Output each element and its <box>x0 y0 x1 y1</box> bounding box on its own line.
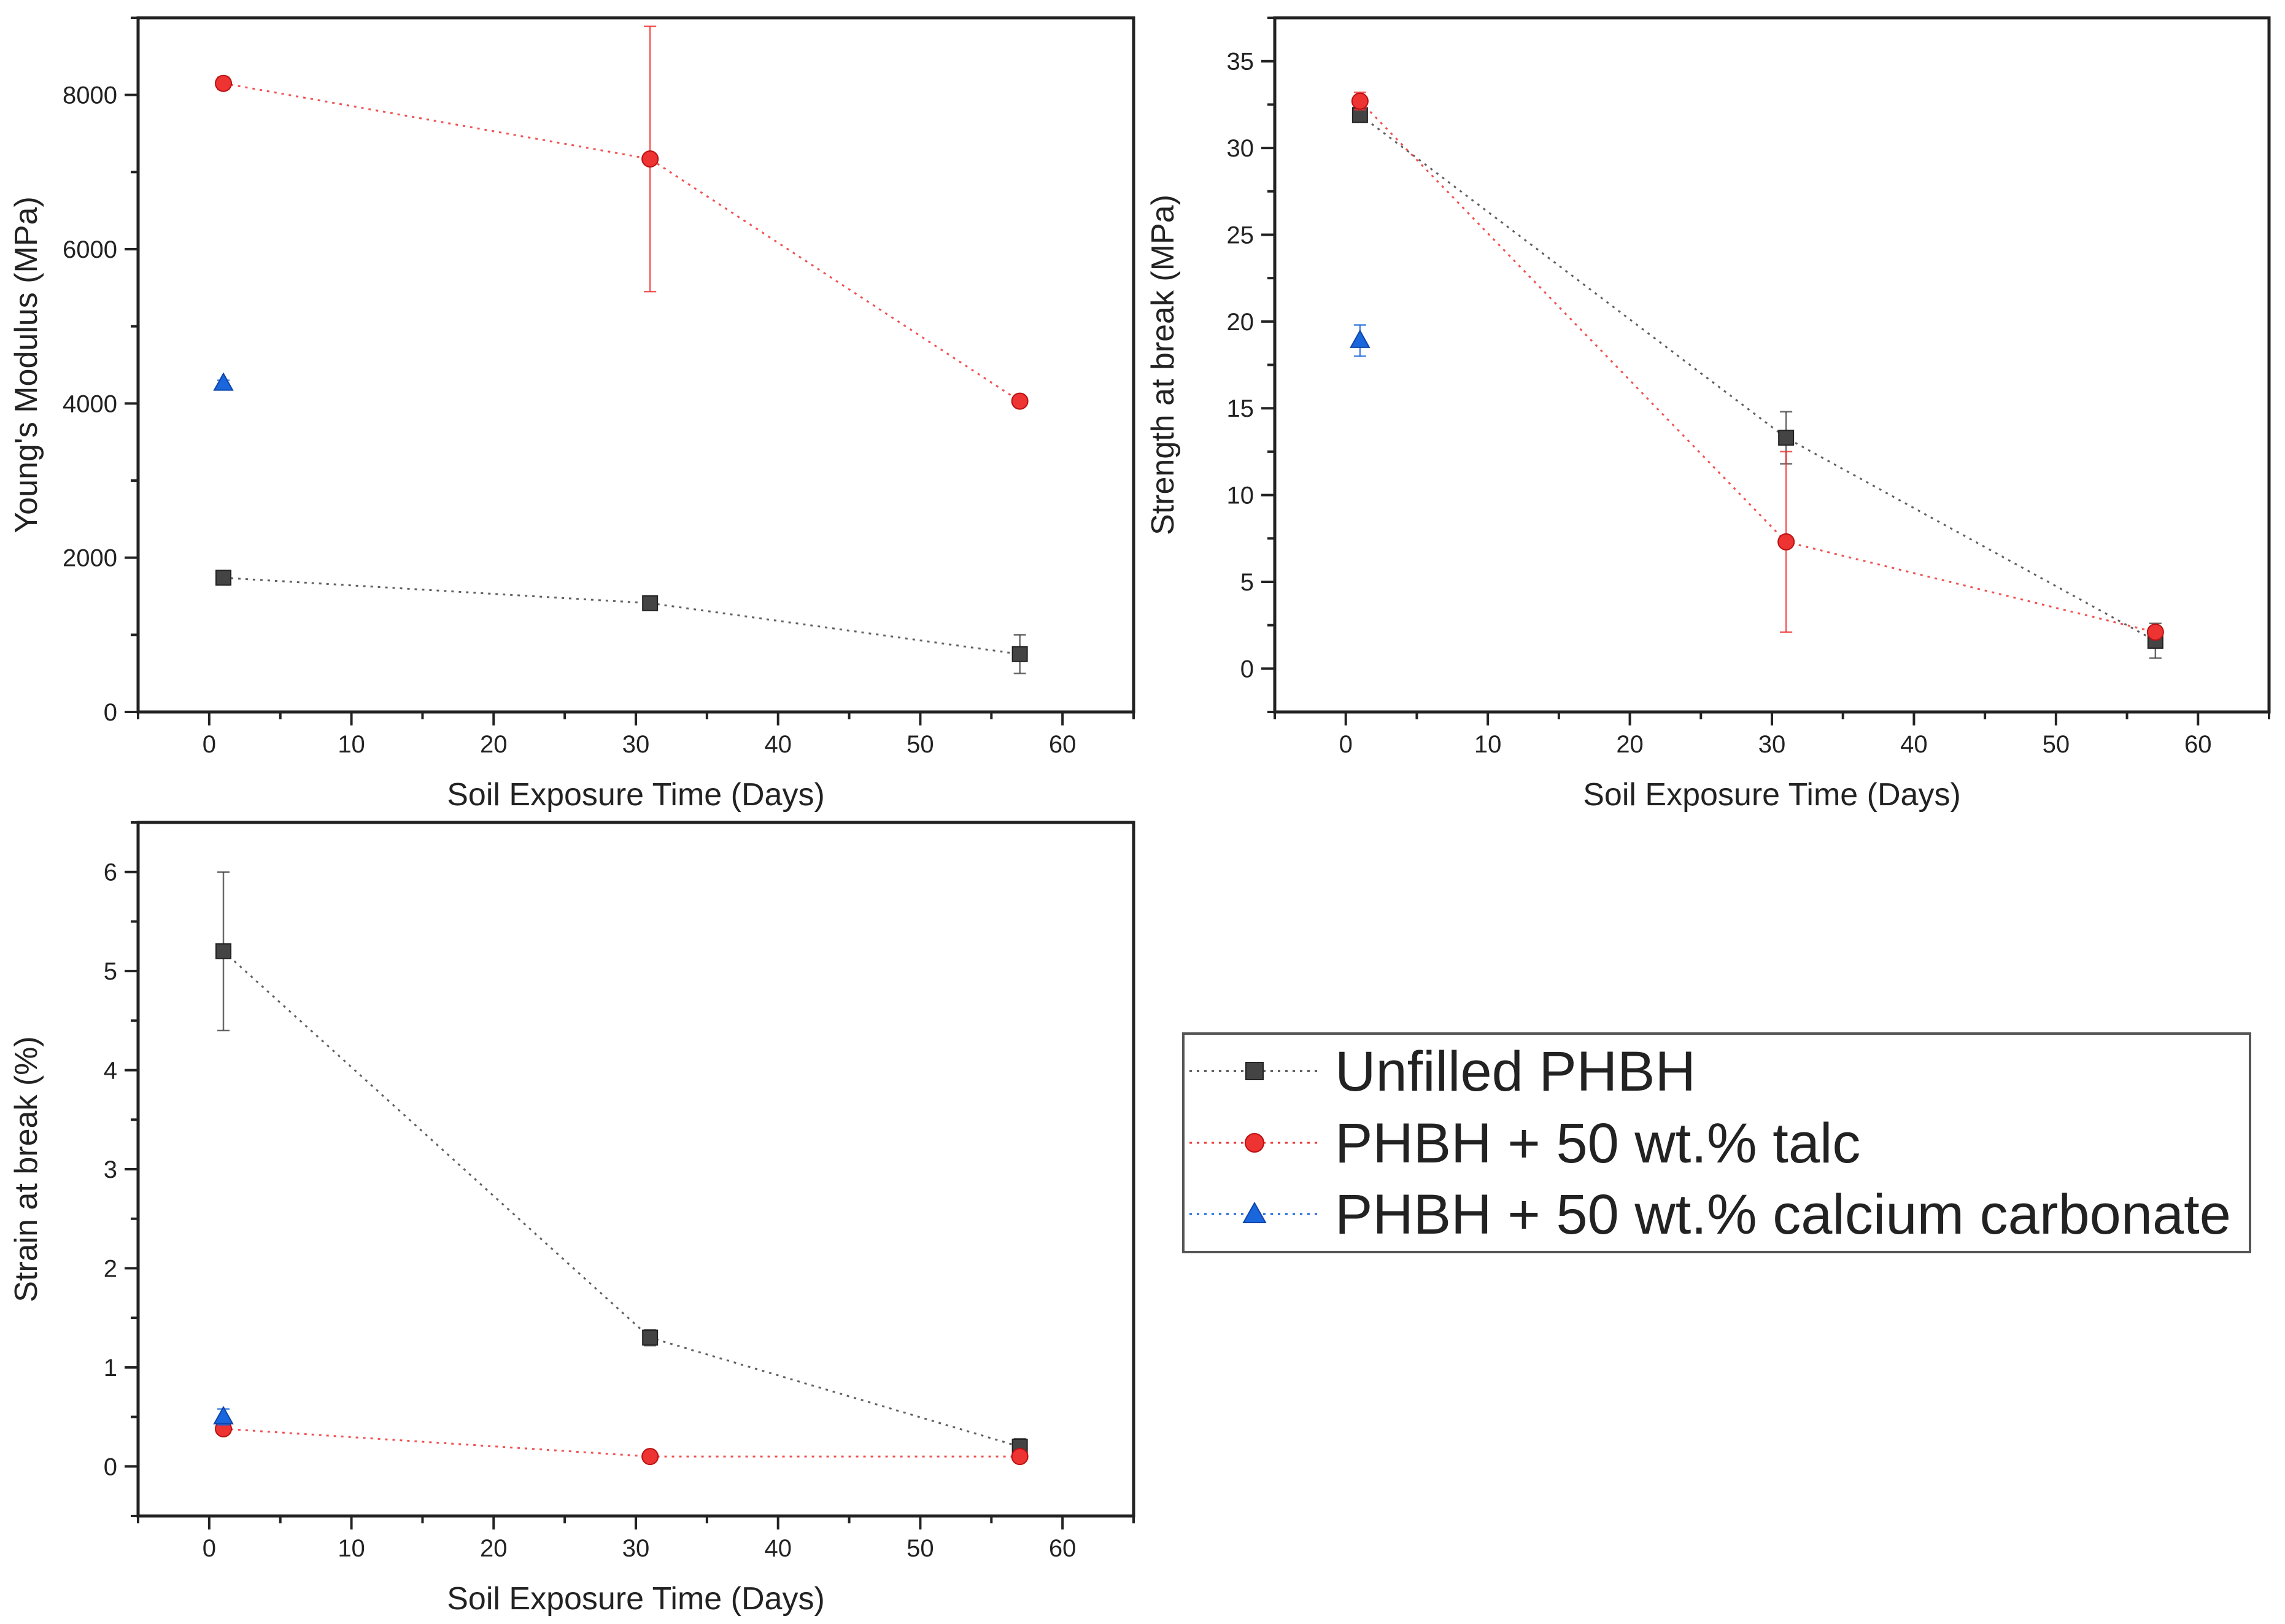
y-tick-label: 0 <box>1240 655 1254 682</box>
series-phbh-50-wt-calcium-carbonate <box>1350 324 1371 357</box>
y-tick-label: 25 <box>1227 222 1255 249</box>
x-tick-label: 40 <box>764 731 792 758</box>
x-tick-label: 20 <box>1616 731 1644 758</box>
strain-at-break-plot: 0 10 20 30 40 50 60 0 1 2 3 4 5 6 Soil Exposure Time … <box>9 821 1135 1617</box>
legend-entry-calcium-carbonate: PHBH + 50 wt.% calcium carbonate <box>1189 1183 2231 1246</box>
data-point-triangle <box>1350 329 1371 348</box>
y-tick-label: 8000 <box>63 82 117 109</box>
data-point-square <box>215 570 232 586</box>
x-tick-label: 0 <box>203 731 216 758</box>
series-unfilled-phbh <box>215 871 1028 1456</box>
y-tick-label: 6 <box>104 859 117 886</box>
series-phbh-50-wt-talc <box>215 25 1029 410</box>
legend-entry-talc: PHBH + 50 wt.% talc <box>1189 1112 1860 1175</box>
y-tick-label: 4 <box>104 1058 117 1085</box>
x-tick-label: 60 <box>2184 731 2212 758</box>
y-tick-label: 3 <box>104 1156 117 1183</box>
data-point-square <box>215 943 232 959</box>
data-point-square <box>642 1329 659 1346</box>
y-tick-label: 0 <box>104 699 117 726</box>
x-axis-label: Soil Exposure Time (Days) <box>1583 777 1961 813</box>
x-tick-label: 10 <box>338 731 365 758</box>
data-point-triangle <box>213 1406 234 1425</box>
data-point-circle <box>641 1448 659 1466</box>
triangle-marker-icon <box>1242 1201 1267 1223</box>
data-point-square <box>642 595 659 611</box>
data-point-circle <box>215 74 233 92</box>
series-phbh-50-wt-calcium-carbonate <box>213 1406 234 1426</box>
x-tick-label: 10 <box>338 1535 365 1562</box>
y-tick-label: 10 <box>1227 482 1255 509</box>
x-tick-label: 60 <box>1049 731 1077 758</box>
legend: Unfilled PHBH PHBH + 50 wt.% talc PHBH +… <box>1182 1032 2251 1253</box>
data-point-circle <box>641 150 659 168</box>
y-tick-label: 5 <box>1240 569 1254 596</box>
x-tick-label: 30 <box>622 1535 650 1562</box>
series-phbh-50-wt-calcium-carbonate <box>213 372 234 391</box>
x-tick-label: 0 <box>203 1535 216 1562</box>
legend-label: PHBH + 50 wt.% calcium carbonate <box>1335 1183 2231 1246</box>
y-tick-label: 35 <box>1227 48 1255 75</box>
y-tick-label: 2000 <box>63 545 117 572</box>
x-axis-label: Soil Exposure Time (Days) <box>447 777 825 813</box>
strength-at-break-plot: 0 10 20 30 40 50 60 0 5 10 15 20 25 30 35 Soil Exposur… <box>1145 16 2271 813</box>
x-tick-label: 0 <box>1339 731 1353 758</box>
y-axis-label: Strength at break (MPa) <box>1145 195 1181 535</box>
data-point-circle <box>1011 392 1029 410</box>
y-tick-label: 30 <box>1227 135 1255 162</box>
x-tick-label: 50 <box>907 1535 934 1562</box>
y-tick-label: 5 <box>104 958 117 985</box>
legend-entry-unfilled-phbh: Unfilled PHBH <box>1189 1040 1696 1103</box>
y-tick-label: 1 <box>104 1355 117 1382</box>
data-point-square <box>1778 430 1795 446</box>
x-tick-label: 40 <box>1900 731 1928 758</box>
x-tick-label: 20 <box>480 1535 508 1562</box>
y-tick-label: 2 <box>104 1255 117 1282</box>
data-point-circle <box>2146 623 2164 641</box>
x-tick-label: 10 <box>1474 731 1502 758</box>
y-axis-label: Strain at break (%) <box>9 1036 44 1302</box>
y-tick-label: 15 <box>1227 395 1255 422</box>
data-point-circle <box>1777 533 1795 551</box>
x-tick-label: 30 <box>622 731 650 758</box>
data-point-circle <box>1351 92 1369 110</box>
y-tick-label: 20 <box>1227 309 1255 336</box>
data-point-square <box>1011 646 1028 662</box>
x-tick-label: 50 <box>907 731 934 758</box>
x-tick-label: 30 <box>1758 731 1786 758</box>
legend-box <box>1182 1032 2251 1253</box>
x-tick-label: 40 <box>764 1535 792 1562</box>
x-tick-label: 60 <box>1049 1535 1077 1562</box>
x-tick-label: 20 <box>480 731 508 758</box>
series-unfilled-phbh <box>215 570 1028 675</box>
circle-marker-icon <box>1245 1133 1264 1153</box>
y-tick-label: 0 <box>104 1453 117 1480</box>
x-axis-label: Soil Exposure Time (Days) <box>447 1581 825 1617</box>
x-tick-label: 50 <box>2043 731 2070 758</box>
youngs-modulus-plot: 0 10 20 30 40 50 60 0 2000 4000 6000 8000 Soil Expo… <box>9 16 1135 813</box>
y-tick-label: 4000 <box>63 390 117 417</box>
legend-label: Unfilled PHBH <box>1335 1040 1696 1103</box>
legend-label: PHBH + 50 wt.% talc <box>1335 1112 1860 1175</box>
series-phbh-50-wt-talc <box>1351 91 2164 641</box>
y-axis-label: Young's Modulus (MPa) <box>9 196 44 533</box>
series-line <box>1359 114 2156 642</box>
square-marker-icon <box>1245 1062 1264 1080</box>
data-point-triangle <box>213 372 234 391</box>
data-point-circle <box>1011 1448 1029 1466</box>
y-tick-label: 6000 <box>63 236 117 263</box>
